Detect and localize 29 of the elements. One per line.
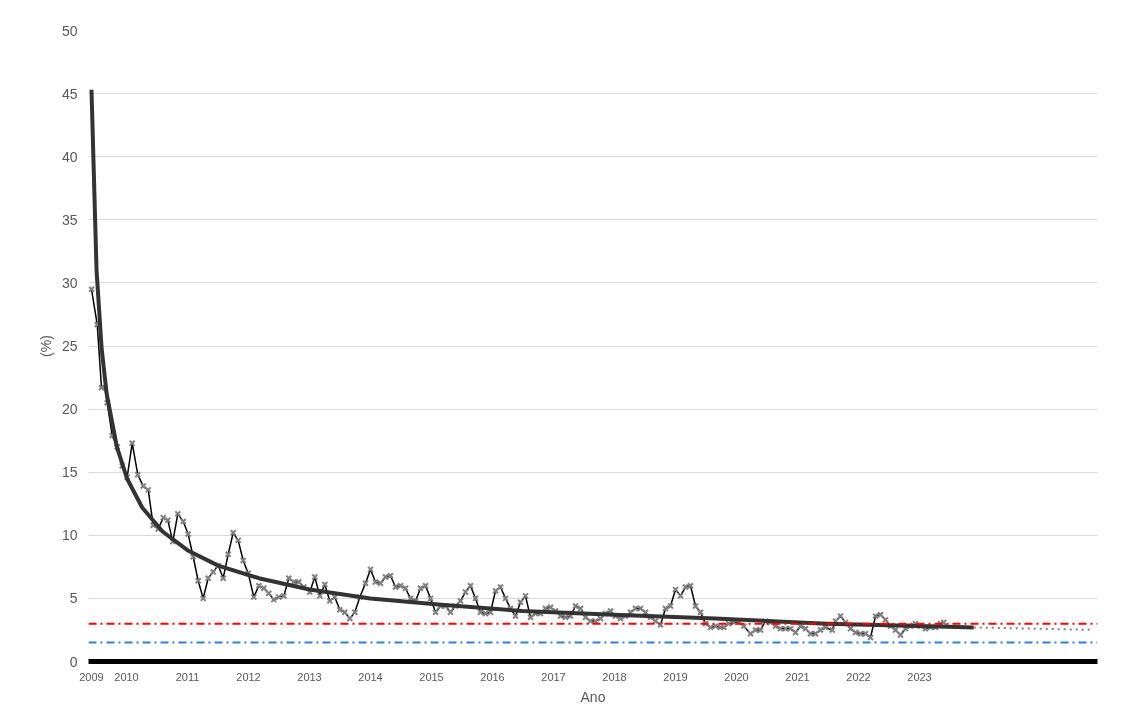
y-tick-label: 30	[61, 274, 78, 291]
x-tick-label: 2020	[724, 670, 749, 683]
x-tick-label: 2015	[419, 670, 444, 683]
x-tick-label: 2014	[358, 670, 383, 683]
x-tick-label: 2012	[236, 670, 261, 683]
y-tick-label: 50	[61, 22, 78, 39]
y-tick-label: 15	[61, 464, 78, 481]
x-tick-label: 2013	[297, 670, 322, 683]
y-tick-label: 45	[61, 85, 78, 102]
x-tick-label: 2018	[602, 670, 627, 683]
x-tick-label: 2019	[663, 670, 688, 683]
y-tick-label: 10	[61, 527, 78, 544]
y-tick-label: 0	[69, 653, 78, 670]
x-tick-label: 2017	[541, 670, 566, 683]
line-series	[89, 87, 976, 630]
y-axis-title: (%)	[37, 335, 54, 357]
x-tick-label: 2010	[114, 670, 139, 683]
y-tick-label: 35	[61, 211, 78, 228]
x-axis-title: Ano	[580, 688, 606, 705]
y-tick-label: 5	[69, 590, 78, 607]
y-tick-label: 25	[61, 338, 78, 354]
y-tick-label: 20	[61, 401, 78, 418]
x-tick-label: 2022	[846, 670, 871, 683]
x-tick-label: 2009	[79, 670, 104, 683]
y-tick-label: 40	[61, 148, 78, 165]
x-tick-label: 2011	[175, 670, 200, 683]
x-tick-label: 2021	[785, 670, 810, 683]
x-tick-label: 2016	[480, 670, 505, 683]
x-tick-label: 2023	[907, 670, 932, 683]
